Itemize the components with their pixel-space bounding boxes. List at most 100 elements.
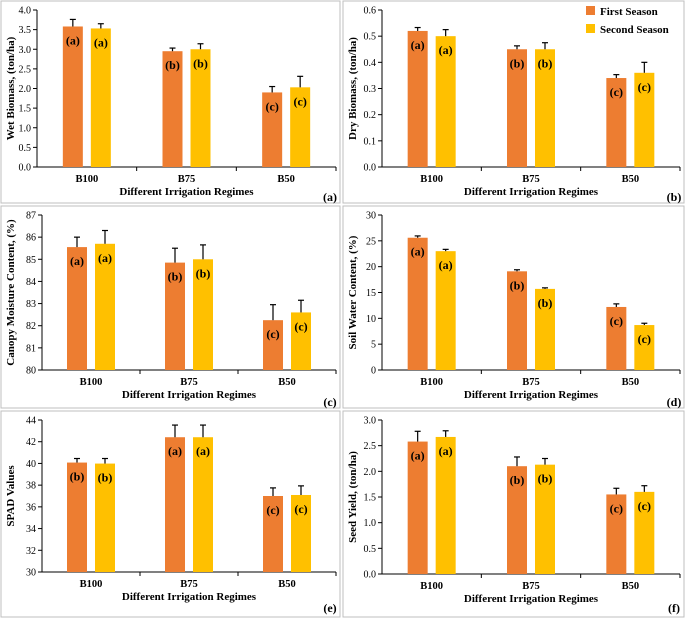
significance-label: (a): [439, 258, 453, 272]
bar-second-season: [90, 28, 111, 168]
significance-label: (c): [294, 502, 307, 516]
y-tick-label: 2.5: [364, 441, 377, 452]
x-axis-title: Different Irrigation Regimes: [122, 591, 257, 603]
y-tick-label: 0.1: [364, 136, 377, 147]
y-tick-label: 34: [26, 524, 36, 535]
x-tick-label: B100: [420, 377, 443, 388]
bar-second-season: [634, 72, 655, 167]
x-tick-label: B75: [522, 581, 540, 592]
y-tick-label: 81: [26, 343, 36, 354]
y-tick-label: 3.0: [364, 416, 377, 427]
significance-label: (a): [94, 35, 108, 49]
chart-panel: 30 32 34 36 38 40 42 44 B100 (b) (b) B75 (a) (a) B50 (c…: [0, 410, 341, 618]
x-tick-label: B50: [278, 579, 296, 590]
y-tick-label: 2.0: [19, 84, 32, 95]
bar-first-season: [407, 237, 428, 370]
x-tick-label: B50: [622, 581, 640, 592]
y-tick-label: 1.0: [364, 518, 377, 529]
panel-label: (c): [323, 395, 336, 409]
y-tick-label: 2.0: [364, 467, 377, 478]
significance-label: (c): [610, 314, 623, 328]
bar-first-season: [263, 320, 283, 370]
significance-label: (b): [510, 473, 525, 487]
significance-label: (c): [266, 99, 279, 113]
y-tick-label: 10: [366, 314, 376, 325]
x-tick-label: B75: [522, 174, 540, 185]
y-tick-label: 0.0: [19, 163, 32, 174]
bar-first-season: [507, 49, 527, 167]
significance-label: (b): [193, 56, 208, 70]
panel-label: (e): [323, 601, 336, 615]
legend: First Season Second Season: [586, 6, 669, 36]
y-tick-label: 3.5: [19, 25, 32, 36]
chart-panel: 0.0 0.5 1.0 1.5 2.0 2.5 3.0 B100 (a) (a) B75 (b) (b)…: [342, 410, 685, 618]
significance-label: (a): [168, 444, 182, 458]
y-tick-label: 30: [26, 568, 36, 579]
bar-second-season: [535, 49, 555, 167]
significance-label: (b): [538, 472, 553, 486]
x-tick-label: B75: [180, 377, 198, 388]
bar-second-season: [435, 36, 456, 167]
significance-label: (b): [168, 270, 183, 284]
legend-swatch-first: [586, 6, 595, 15]
y-tick-label: 4.0: [19, 6, 32, 17]
significance-label: (a): [98, 251, 112, 265]
bar-first-season: [606, 494, 627, 574]
x-tick-label: B50: [622, 174, 640, 185]
y-tick-label: 36: [26, 502, 36, 513]
y-tick-label: 30: [366, 211, 376, 222]
x-tick-label: B75: [522, 377, 540, 388]
bar-first-season: [165, 262, 185, 370]
bar-first-season: [407, 30, 428, 167]
y-tick-label: 1.5: [364, 493, 377, 504]
significance-label: (c): [610, 85, 623, 99]
y-tick-label: 40: [26, 459, 36, 470]
bar-first-season: [67, 247, 87, 370]
y-tick-label: 0.0: [364, 570, 377, 581]
bar-first-season: [507, 466, 527, 574]
bar-first-season: [67, 462, 87, 572]
y-tick-label: 0.2: [364, 110, 377, 121]
x-tick-label: B100: [80, 579, 103, 590]
x-axis-title: Different Irrigation Regimes: [464, 389, 599, 401]
bar-second-season: [634, 325, 655, 370]
bar-second-season: [435, 436, 456, 574]
y-axis-title: Canopy Moisture Content, (%): [5, 219, 17, 366]
significance-label: (c): [610, 501, 623, 515]
bar-first-season: [606, 78, 627, 167]
y-tick-label: 32: [26, 546, 36, 557]
panel-label: (f): [668, 601, 680, 615]
y-tick-label: 0.5: [19, 143, 32, 154]
legend-label-second: Second Season: [600, 24, 669, 36]
bar-first-season: [62, 26, 83, 167]
bar-second-season: [634, 491, 655, 574]
x-axis-title: Different Irrigation Regimes: [122, 389, 257, 401]
significance-label: (b): [510, 278, 525, 292]
y-tick-label: 0.5: [364, 32, 377, 43]
y-tick-label: 0.4: [364, 58, 377, 69]
y-tick-label: 84: [26, 277, 36, 288]
y-tick-label: 25: [366, 236, 376, 247]
x-tick-label: B100: [80, 377, 103, 388]
bar-first-season: [165, 437, 185, 572]
y-tick-label: 42: [26, 437, 36, 448]
y-tick-label: 0.6: [364, 6, 377, 17]
bar-second-season: [435, 251, 456, 370]
y-axis-title: Soil Water Content, (%): [347, 235, 359, 349]
bar-second-season: [535, 464, 555, 574]
y-tick-label: 86: [26, 233, 36, 244]
y-tick-label: 82: [26, 321, 36, 332]
significance-label: (c): [266, 327, 279, 341]
significance-label: (b): [538, 56, 553, 70]
x-tick-label: B100: [420, 581, 443, 592]
significance-label: (a): [70, 254, 84, 268]
significance-label: (c): [638, 332, 651, 346]
chart-panel: 80 81 82 83 84 85 86 87 B100 (a) (a) B75 (b) (b) B50 (c…: [0, 205, 341, 409]
y-tick-label: 20: [366, 262, 376, 273]
significance-label: (c): [638, 499, 651, 513]
significance-label: (a): [411, 245, 425, 259]
bar-second-season: [291, 494, 311, 572]
significance-label: (a): [196, 444, 210, 458]
legend-label-first: First Season: [600, 6, 658, 18]
